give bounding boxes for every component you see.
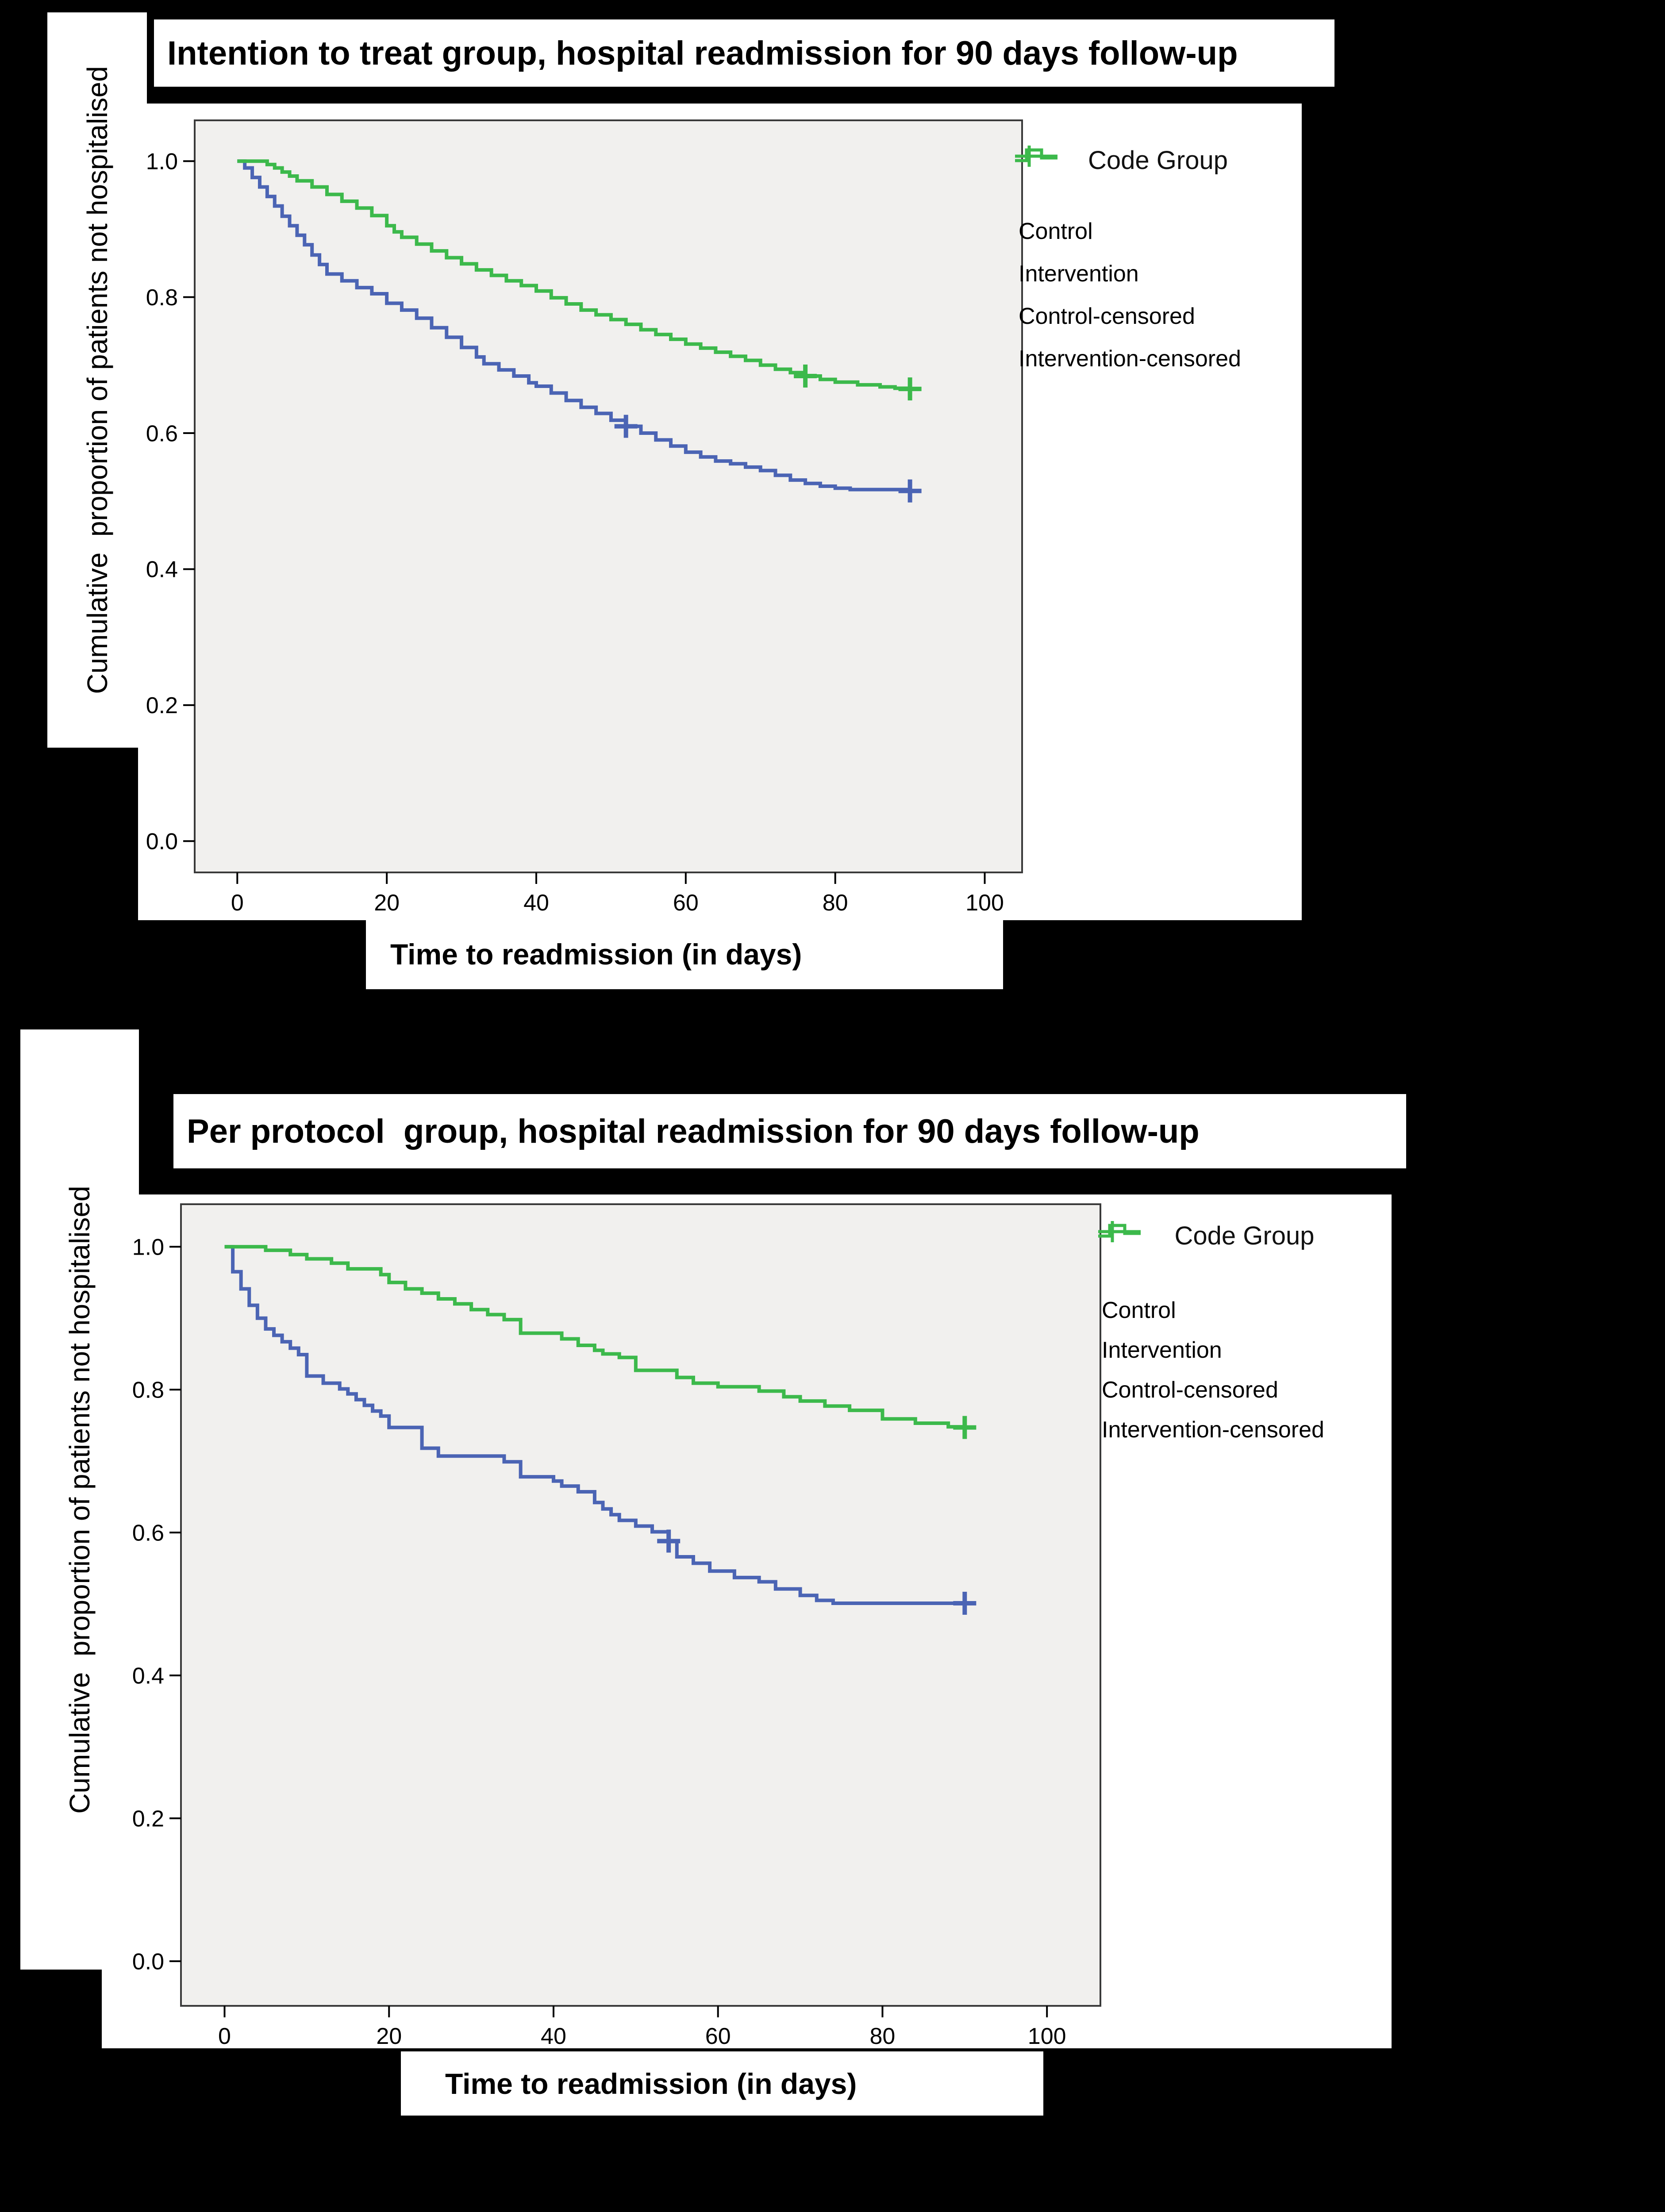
chart2-y-axis-label: Cumulative proportion of patients not ho…	[64, 1185, 96, 1814]
caption-line-2: (intention to treat, n=211 pairs of matc…	[18, 2205, 1655, 2212]
y-tick-label: 0.8	[146, 285, 178, 311]
legend-label-intervention-censored: Intervention-censored	[1102, 1417, 1324, 1443]
censor-mark-intervention	[794, 364, 817, 388]
chart1-y-axis-label: Cumulative proportion of patients not ho…	[81, 66, 113, 694]
chart1-legend: Code Group Control Intervention Control-…	[1014, 146, 1302, 374]
legend-label-control: Control	[1102, 1298, 1176, 1323]
intervention-step-line-icon	[1015, 148, 1057, 162]
x-tick-label: 100	[965, 890, 1004, 916]
chart2-x-axis-label-box: Time to readmission (in days)	[401, 2051, 1043, 2116]
series-intervention-line	[224, 1245, 967, 1429]
chart2-legend-title: Code Group	[1174, 1221, 1315, 1250]
y-tick-label: 1.0	[132, 1234, 164, 1260]
chart1-plot-panel: 0 20 40 60 80 100 1.0 0.8 0.6 0.4 0.2 0.0 Code Grou…	[138, 104, 1302, 920]
legend-item-intervention-censored: Intervention-censored	[1097, 1221, 1392, 1445]
chart2-title: Per protocol group, hospital readmission…	[187, 1112, 1200, 1150]
series-control-line	[237, 159, 912, 492]
x-tick-label: 20	[374, 890, 400, 916]
y-tick-label: 0.6	[132, 1520, 164, 1546]
y-tick-label: 0.2	[146, 693, 178, 718]
legend-item-control: Control	[1097, 1224, 1392, 1326]
chart2-title-box: Per protocol group, hospital readmission…	[173, 1094, 1406, 1168]
figure-caption: Figure 3 Kaplan-Meier curves of time to …	[18, 2146, 1655, 2212]
plot-frame	[180, 1203, 1101, 2007]
y-tick-label: 0.4	[146, 557, 178, 583]
chart1-title-box: Intention to treat group, hospital readm…	[154, 19, 1334, 87]
censor-mark-control	[657, 1529, 681, 1553]
plot-frame	[194, 119, 1023, 873]
series-intervention-line	[237, 159, 912, 390]
censor-mark-control	[953, 1591, 977, 1615]
chart2-km-plot: 0 20 40 60 80 100 1.0 0.8 0.6 0.4 0.2 0.0	[132, 1203, 1101, 2048]
censor-mark-intervention	[953, 1416, 977, 1439]
chart1-km-plot: 0 20 40 60 80 100 1.0 0.8 0.6 0.4 0.2 0.0	[146, 119, 1023, 916]
y-tick-label: 0.0	[132, 1949, 164, 1974]
x-tick-label: 60	[705, 2024, 731, 2048]
chart1-title: Intention to treat group, hospital readm…	[167, 34, 1238, 72]
y-tick-label: 0.4	[132, 1663, 164, 1689]
chart2-x-axis-label: Time to readmission (in days)	[445, 2067, 857, 2100]
legend-item-control-censored: Control-censored	[1097, 1221, 1392, 1406]
chart2-plot-panel: 0 20 40 60 80 100 1.0 0.8 0.6 0.4 0.2 0.0 Code Grou…	[102, 1194, 1392, 2048]
intervention-censored-plus-icon	[1098, 1221, 1141, 1242]
x-tick-label: 40	[541, 2024, 566, 2048]
censor-mark-intervention	[898, 377, 922, 401]
chart1-legend-title: Code Group	[1088, 146, 1228, 175]
intervention-step-line-icon	[1098, 1224, 1141, 1238]
x-tick-label: 60	[673, 890, 699, 916]
censor-mark-control	[614, 415, 638, 438]
series-control-line	[224, 1245, 965, 1605]
legend-label-intervention: Intervention	[1102, 1337, 1222, 1363]
legend-label-control-censored: Control-censored	[1102, 1377, 1278, 1403]
y-tick-label: 0.0	[146, 829, 178, 854]
censor-mark-control	[898, 479, 922, 503]
chart1-x-axis-label-box: Time to readmission (in days)	[366, 919, 1003, 989]
legend-item-intervention: Intervention	[1014, 148, 1302, 289]
legend-label-intervention-censored: Intervention-censored	[1019, 346, 1241, 372]
intervention-censored-plus-icon	[1015, 146, 1057, 167]
legend-label-control-censored: Control-censored	[1019, 303, 1195, 329]
chart2-legend: Code Group Control Intervention Control-…	[1097, 1221, 1392, 1445]
legend-label-intervention: Intervention	[1019, 261, 1139, 287]
y-tick-label: 0.8	[132, 1377, 164, 1403]
x-tick-label: 100	[1028, 2024, 1066, 2048]
x-tick-label: 0	[231, 890, 244, 916]
x-tick-label: 80	[823, 890, 848, 916]
legend-item-control: Control	[1014, 148, 1302, 247]
legend-item-control-censored: Control-censored	[1014, 146, 1302, 332]
chart1-y-axis-label-strip: Cumulative proportion of patients not ho…	[47, 12, 147, 748]
x-tick-label: 80	[870, 2024, 896, 2048]
y-tick-label: 1.0	[146, 149, 178, 174]
legend-item-intervention: Intervention	[1097, 1224, 1392, 1366]
y-tick-label: 0.6	[146, 421, 178, 446]
caption-line-1: Figure 3 Kaplan-Meier curves of time to …	[18, 2154, 1404, 2196]
legend-label-control: Control	[1019, 219, 1093, 244]
x-tick-label: 0	[218, 2024, 231, 2048]
x-tick-label: 40	[523, 890, 549, 916]
chart1-x-axis-label: Time to readmission (in days)	[390, 938, 802, 971]
y-tick-label: 0.2	[132, 1806, 164, 1832]
x-tick-label: 20	[376, 2024, 402, 2048]
legend-item-intervention-censored: Intervention-censored	[1014, 146, 1302, 374]
